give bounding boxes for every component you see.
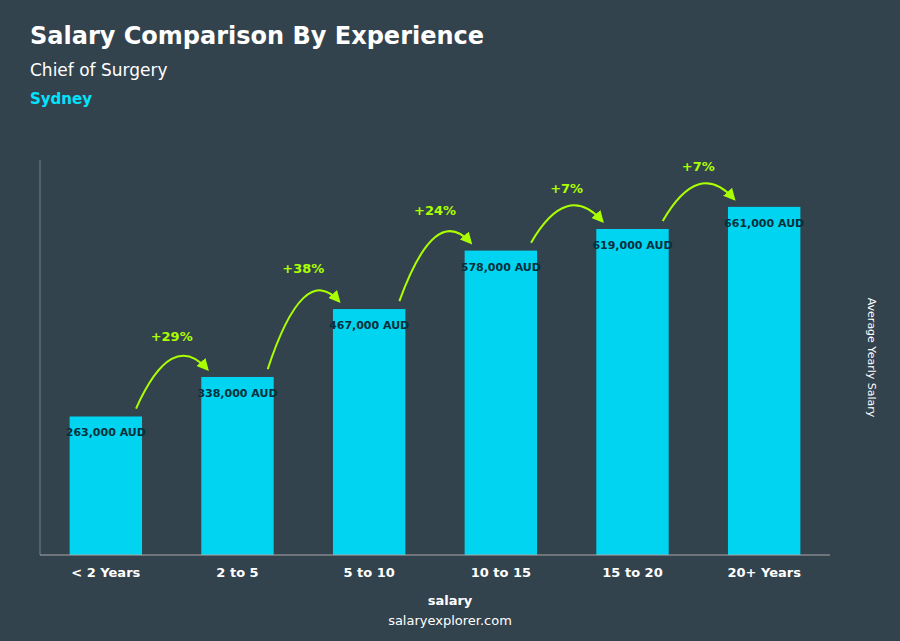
- x-tick-label: 2 to 5: [216, 565, 258, 580]
- data-label: 263,000 AUD: [66, 426, 146, 439]
- change-label: +29%: [151, 329, 193, 344]
- bar: [465, 251, 537, 555]
- bar: [333, 309, 405, 555]
- change-arrow: [268, 290, 339, 369]
- background: [0, 0, 900, 641]
- x-tick-label: 5 to 10: [343, 565, 394, 580]
- chart: Salary Comparison By Experience Chief of …: [0, 0, 900, 641]
- bars: [70, 207, 801, 555]
- bar: [201, 377, 273, 555]
- change-label: +38%: [282, 261, 324, 276]
- y-axis-line: [40, 160, 41, 555]
- x-tick-label: 15 to 20: [602, 565, 662, 580]
- change-label: +7%: [550, 181, 583, 196]
- footer: salaryexplorer.com: [388, 613, 512, 628]
- data-label: 578,000 AUD: [461, 261, 541, 274]
- subtitle: Chief of Surgery: [30, 60, 168, 80]
- change-arrow: [399, 231, 470, 301]
- bar: [728, 207, 800, 555]
- y-axis-label: Average Yearly Salary: [865, 298, 878, 418]
- city: Sydney: [30, 90, 92, 108]
- x-tick-label: 10 to 15: [471, 565, 531, 580]
- data-label: 338,000 AUD: [197, 387, 277, 400]
- change-arrow: [663, 183, 734, 221]
- x-tick-label: < 2 Years: [71, 565, 140, 580]
- change-arrow: [531, 205, 602, 242]
- title: Salary Comparison By Experience: [30, 22, 484, 50]
- footer-bold: salary: [428, 593, 473, 608]
- change-arrow: [136, 356, 207, 409]
- change-label: +24%: [414, 203, 456, 218]
- x-tick-label: 20+ Years: [727, 565, 801, 580]
- data-label: 619,000 AUD: [592, 239, 672, 252]
- data-label: 661,000 AUD: [724, 217, 804, 230]
- change-label: +7%: [682, 159, 715, 174]
- bar: [596, 229, 668, 555]
- data-label: 467,000 AUD: [329, 319, 409, 332]
- x-axis-line: [40, 555, 830, 556]
